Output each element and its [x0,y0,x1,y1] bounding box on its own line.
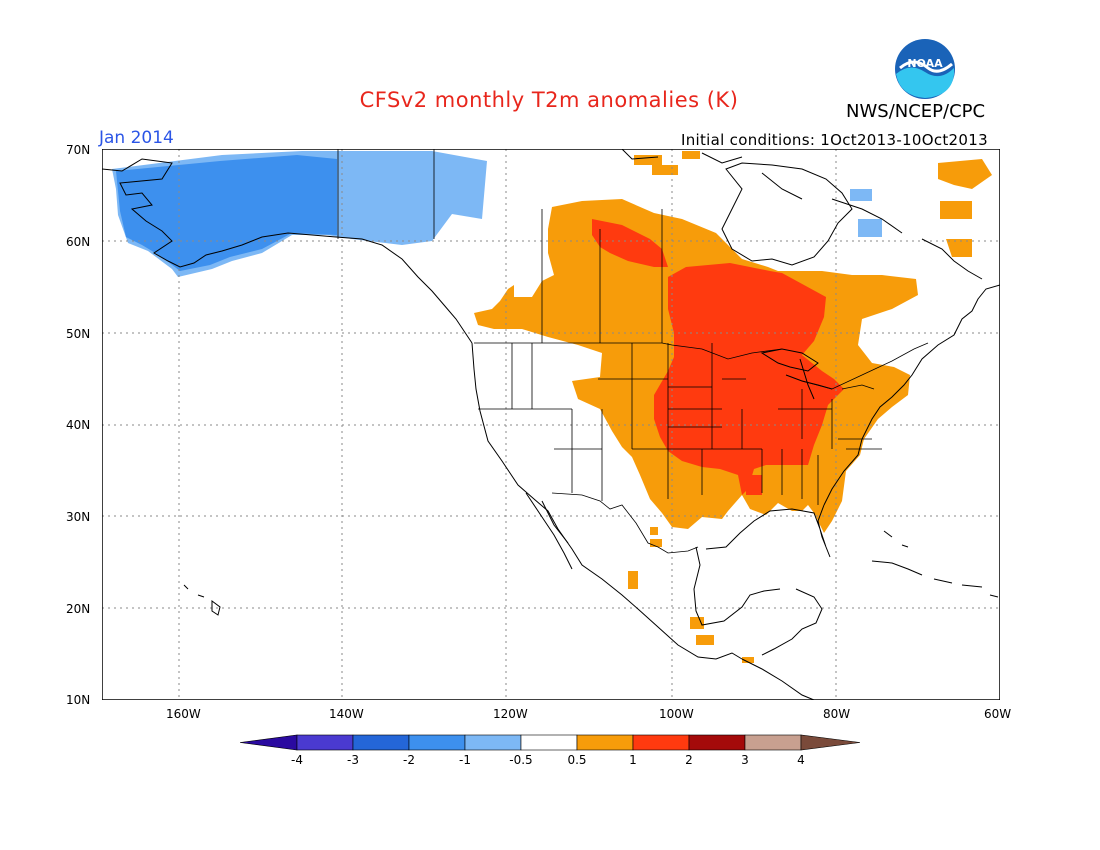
legend-tick-label: 2 [685,753,693,767]
legend-tick-label: -1 [459,753,471,767]
legend-swatch [576,734,634,751]
legend-swatch [744,734,802,751]
legend-swatch [296,734,354,751]
legend-tick-label: 0.5 [567,753,586,767]
lat-label-70n: 70N [66,143,91,157]
legend-tick-label: 1 [629,753,637,767]
lat-label-20n: 20N [66,602,91,616]
west-coast [471,342,743,660]
initial-conditions: Initial conditions: 1Oct2013-10Oct2013 [681,131,988,149]
legend-swatch [632,734,690,751]
legend-tick-label: 4 [797,753,805,767]
legend-swatch [408,734,466,751]
lat-label-30n: 30N [66,510,91,524]
color-legend: -4 -3 -2 -1 -0.5 0.5 1 2 3 4 [240,734,860,767]
legend-tick-label: -2 [403,753,415,767]
lon-label-60w: 60W [984,707,1012,721]
central-america [741,588,823,700]
lat-label-40n: 40N [66,418,91,432]
lat-label-50n: 50N [66,327,91,341]
lat-label-10n: 10N [66,693,91,707]
legend-swatch [464,734,522,751]
caribbean-islands [871,530,999,598]
lon-label-100w: 100W [659,707,694,721]
canada-orange-patches [628,151,992,663]
canada-province-lines [337,149,663,343]
baja-peninsula [525,492,573,570]
us-mexico-border [551,492,699,554]
east-coast [823,284,1000,506]
noaa-logo: NOAA [895,39,955,99]
lat-label-60n: 60N [66,235,91,249]
gulf-coast [693,504,831,626]
hawaii [183,584,221,616]
legend-swatch [520,734,578,751]
legend-arrow-high [800,734,860,751]
lon-label-140w: 140W [329,707,364,721]
forecast-month: Jan 2014 [99,128,174,148]
legend-tick-label: -4 [291,753,303,767]
legend-tick-label: 3 [741,753,749,767]
anomaly-map [102,149,1000,700]
legend-arrow-low [240,734,298,751]
lon-label-80w: 80W [823,707,851,721]
legend-swatch [352,734,410,751]
hudson-bay [721,162,853,266]
legend-swatch [688,734,746,751]
us-state-lines [478,343,882,505]
lon-label-120w: 120W [493,707,528,721]
legend-tick-label: -3 [347,753,359,767]
canada-blue-patch [850,189,882,237]
logo-text: NOAA [907,57,943,70]
alaska-medium-blue-region [116,155,337,271]
arctic-islands [621,149,983,280]
central-us-red-region [592,219,844,495]
alaska-coastline [102,158,473,344]
agency-label: NWS/NCEP/CPC [846,101,986,122]
lon-label-160w: 160W [166,707,201,721]
legend-tick-label: -0.5 [509,753,532,767]
map-title: CFSv2 monthly T2m anomalies (K) [359,88,739,112]
